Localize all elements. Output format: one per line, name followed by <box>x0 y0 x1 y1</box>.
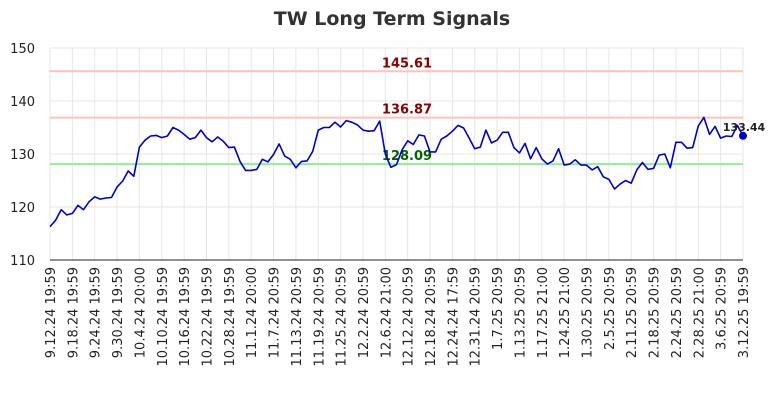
x-tick-label: 11.19.24 20:59 <box>312 267 327 367</box>
last-price-point <box>739 131 747 140</box>
x-tick-label: 2.18.25 20:59 <box>648 267 663 358</box>
x-tick-label: 9.30.24 19:59 <box>111 267 126 358</box>
x-tick-label: 12.12.24 20:59 <box>402 267 417 367</box>
x-tick-label: 2.5.25 20:59 <box>603 267 618 350</box>
signal-level-label: 145.61 <box>382 56 432 71</box>
x-tick-label: 10.22.24 19:59 <box>200 267 215 367</box>
x-tick-label: 1.17.25 21:00 <box>536 267 551 358</box>
x-tick-label: 12.2.24 20:59 <box>357 267 372 358</box>
x-tick-label: 12.6.24 21:00 <box>379 267 394 358</box>
x-tick-label: 11.13.24 20:59 <box>290 267 305 367</box>
x-tick-label: 10.4.24 20:00 <box>133 267 148 358</box>
x-tick-label: 11.25.24 20:59 <box>335 267 350 367</box>
signal-level-label: 128.09 <box>382 149 432 164</box>
y-tick-label: 140 <box>10 95 35 110</box>
x-tick-label: 1.24.25 21:00 <box>558 267 573 358</box>
x-tick-label: 1.13.25 20:59 <box>513 267 528 358</box>
x-tick-label: 3.6.25 20:59 <box>715 267 730 350</box>
last-price-label: 133.44 <box>723 121 766 134</box>
x-tick-label: 9.24.24 19:59 <box>89 267 104 358</box>
x-tick-label: 11.1.24 20:00 <box>245 267 260 358</box>
x-tick-label: 10.28.24 19:59 <box>223 267 238 367</box>
x-tick-label: 1.30.25 20:59 <box>581 267 596 358</box>
x-tick-label: 2.28.25 21:00 <box>692 267 707 358</box>
price-line <box>49 116 744 228</box>
y-tick-label: 110 <box>10 254 35 269</box>
x-tick-label: 10.16.24 19:59 <box>178 267 193 367</box>
y-tick-label: 150 <box>10 42 35 57</box>
y-tick-label: 130 <box>10 148 35 163</box>
x-tick-label: 2.11.25 20:59 <box>625 267 640 358</box>
x-tick-label: 3.12.25 19:59 <box>737 267 752 358</box>
x-tick-label: 10.10.24 19:59 <box>156 267 171 367</box>
x-tick-label: 9.12.24 19:59 <box>44 267 59 358</box>
x-tick-label: 12.18.24 20:59 <box>424 267 439 367</box>
x-tick-label: 2.24.25 20:59 <box>670 267 685 358</box>
signal-levels: 145.61 136.87 128.09 <box>50 56 743 166</box>
signal-level-label: 136.87 <box>382 103 432 118</box>
x-tick-label: 12.31.24 20:59 <box>469 267 484 367</box>
grid-lines <box>49 47 744 260</box>
axes: 110 120 130 140 150 9.12.24 19:59 9.18.24 19:5… <box>10 42 752 367</box>
x-tick-label: 1.7.25 20:59 <box>491 267 506 350</box>
chart-title: TW Long Term Signals <box>274 8 511 30</box>
x-tick-label: 9.18.24 19:59 <box>66 267 81 358</box>
price-series: 133.44 <box>49 116 766 228</box>
x-tick-label: 11.7.24 20:59 <box>268 267 283 358</box>
y-tick-label: 120 <box>10 201 35 216</box>
x-tick-label: 12.24.24 17:59 <box>446 267 461 367</box>
